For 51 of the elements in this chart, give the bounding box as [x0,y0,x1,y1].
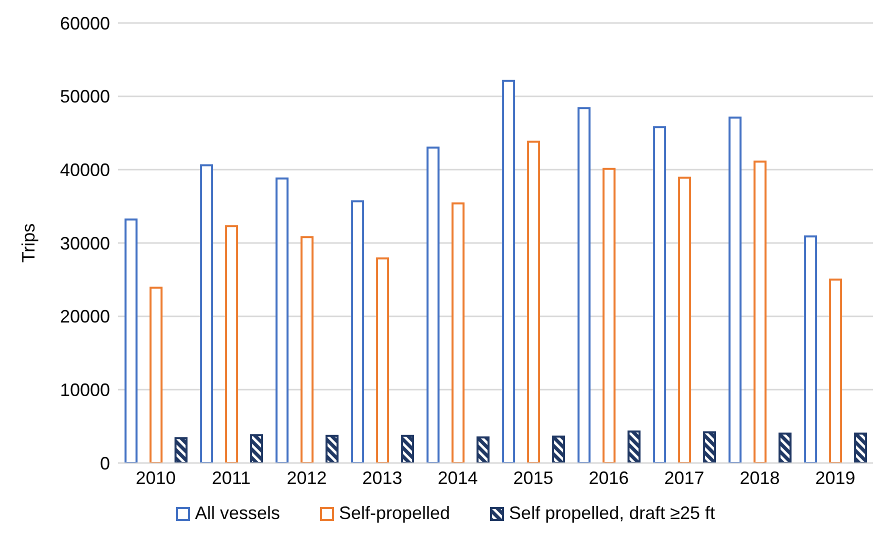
bar [754,160,767,463]
bar [728,116,742,463]
bar [703,431,716,463]
bar [502,80,516,463]
y-tick-label: 50000 [60,86,110,107]
bar [452,202,465,463]
x-tick-label: 2016 [588,468,629,488]
bar [854,432,868,463]
y-tick-label: 0 [100,453,110,474]
x-tick-label: 2014 [438,468,478,488]
bar [778,432,792,463]
bar [804,235,818,463]
bar [578,107,591,463]
y-tick-label: 10000 [60,380,110,400]
bar [401,434,414,463]
bar [678,176,692,463]
bar [124,218,138,463]
bar [829,278,842,463]
bar [326,434,339,463]
bar [351,200,364,463]
bar [276,177,289,463]
y-tick-label: 40000 [60,160,110,180]
x-tick-label: 2017 [664,468,704,488]
x-tick-label: 2015 [513,468,554,488]
y-axis-title: Trips [18,223,38,263]
bar [376,257,390,463]
x-tick-label: 2013 [362,468,402,488]
bar [552,436,566,463]
legend-label: Self propelled, draft ≥25 ft [508,503,716,524]
bar [527,140,540,463]
bar [602,168,616,463]
bar [174,437,188,463]
bar [200,164,214,463]
x-tick-label: 2010 [136,468,176,488]
legend-label: Self-propelled [338,503,450,524]
bar [628,430,641,463]
x-tick-label: 2019 [815,468,856,488]
bar [250,434,264,463]
bar [476,436,490,463]
x-tick-label: 2018 [740,468,780,488]
legend-label: All vessels [194,503,280,524]
bar [150,286,163,463]
x-tick-label: 2011 [212,468,251,488]
y-tick-label: 30000 [60,233,110,254]
y-tick-label: 60000 [60,13,110,34]
bar [653,126,666,463]
x-tick-label: 2012 [286,468,327,488]
bar [225,225,238,463]
bar [300,236,314,463]
y-tick-label: 20000 [60,306,110,327]
bar [426,146,440,463]
